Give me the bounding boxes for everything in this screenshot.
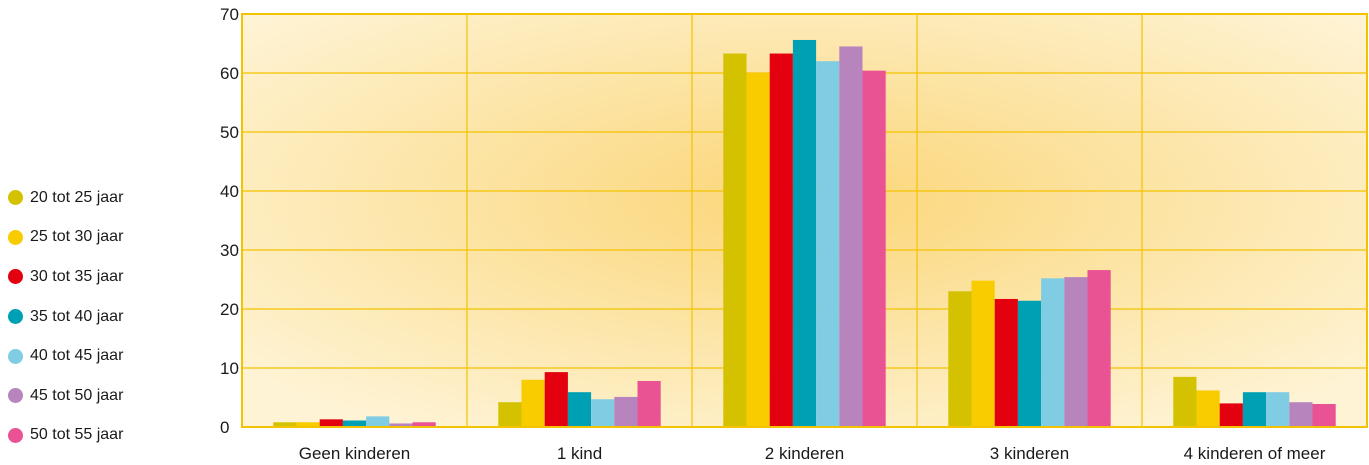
legend-label: 45 tot 50 jaar bbox=[30, 386, 124, 404]
legend-swatch bbox=[8, 388, 23, 404]
bar bbox=[342, 420, 367, 427]
bar bbox=[994, 298, 1018, 427]
y-tick-label: 10 bbox=[220, 359, 239, 378]
bar bbox=[412, 422, 436, 427]
legend-swatch bbox=[8, 309, 23, 325]
bar bbox=[366, 416, 390, 427]
bar bbox=[614, 396, 638, 427]
legend-swatch bbox=[8, 269, 23, 285]
legend-swatch bbox=[8, 190, 23, 206]
legend-item: 35 tot 40 jaar bbox=[8, 297, 123, 337]
bar bbox=[769, 53, 793, 427]
legend-label: 20 tot 25 jaar bbox=[30, 188, 124, 206]
bar bbox=[521, 379, 545, 427]
legend: 20 tot 25 jaar 25 tot 30 jaar 30 tot 35 ja… bbox=[8, 178, 123, 455]
legend-swatch bbox=[8, 229, 23, 245]
bar bbox=[1219, 403, 1243, 427]
bar bbox=[1064, 277, 1088, 427]
y-tick-label: 50 bbox=[220, 123, 239, 142]
bar bbox=[498, 402, 522, 427]
bar bbox=[1017, 300, 1042, 427]
plot-border bbox=[241, 13, 1368, 428]
legend-item: 20 tot 25 jaar bbox=[8, 178, 123, 218]
y-tick-label: 20 bbox=[220, 300, 239, 319]
bar bbox=[1173, 376, 1197, 427]
bar bbox=[1196, 390, 1220, 427]
legend-label: 40 tot 45 jaar bbox=[30, 347, 124, 365]
bar bbox=[971, 280, 995, 427]
bar bbox=[273, 422, 297, 427]
x-category-label: Geen kinderen bbox=[299, 444, 411, 463]
bar bbox=[839, 46, 863, 427]
legend-item: 25 tot 30 jaar bbox=[8, 218, 123, 258]
legend-swatch bbox=[8, 427, 23, 443]
bar bbox=[544, 372, 568, 427]
bar bbox=[1289, 402, 1313, 427]
bar bbox=[816, 61, 840, 427]
legend-label: 25 tot 30 jaar bbox=[30, 228, 124, 246]
legend-item: 30 tot 35 jaar bbox=[8, 257, 123, 297]
legend-item: 50 tot 55 jaar bbox=[8, 416, 123, 456]
x-category-label: 3 kinderen bbox=[990, 444, 1069, 463]
bar bbox=[1087, 270, 1111, 427]
bar bbox=[723, 53, 747, 427]
bar bbox=[1041, 278, 1065, 427]
x-category-label: 4 kinderen of meer bbox=[1184, 444, 1326, 463]
legend-label: 35 tot 40 jaar bbox=[30, 307, 124, 325]
legend-item: 40 tot 45 jaar bbox=[8, 336, 123, 376]
bar bbox=[792, 39, 817, 428]
bar bbox=[862, 70, 886, 427]
legend-swatch bbox=[8, 348, 23, 364]
y-tick-label: 60 bbox=[220, 64, 239, 83]
bar bbox=[1312, 403, 1336, 427]
bar bbox=[637, 380, 661, 427]
bar bbox=[746, 73, 770, 427]
y-tick-label: 40 bbox=[220, 182, 239, 201]
bar bbox=[1266, 392, 1290, 427]
legend-label: 30 tot 35 jaar bbox=[30, 267, 124, 285]
bar bbox=[591, 399, 615, 427]
bar bbox=[567, 392, 592, 427]
x-category-label: 1 kind bbox=[557, 444, 602, 463]
legend-item: 45 tot 50 jaar bbox=[8, 376, 123, 416]
bar bbox=[319, 419, 343, 427]
bar bbox=[1242, 392, 1267, 427]
y-tick-label: 30 bbox=[220, 241, 239, 260]
y-tick-label: 70 bbox=[220, 5, 239, 24]
y-tick-label: 0 bbox=[220, 418, 229, 437]
bar bbox=[296, 422, 320, 427]
bar bbox=[389, 423, 413, 427]
legend-label: 50 tot 55 jaar bbox=[30, 426, 124, 444]
bar bbox=[948, 291, 972, 427]
x-category-label: 2 kinderen bbox=[765, 444, 844, 463]
